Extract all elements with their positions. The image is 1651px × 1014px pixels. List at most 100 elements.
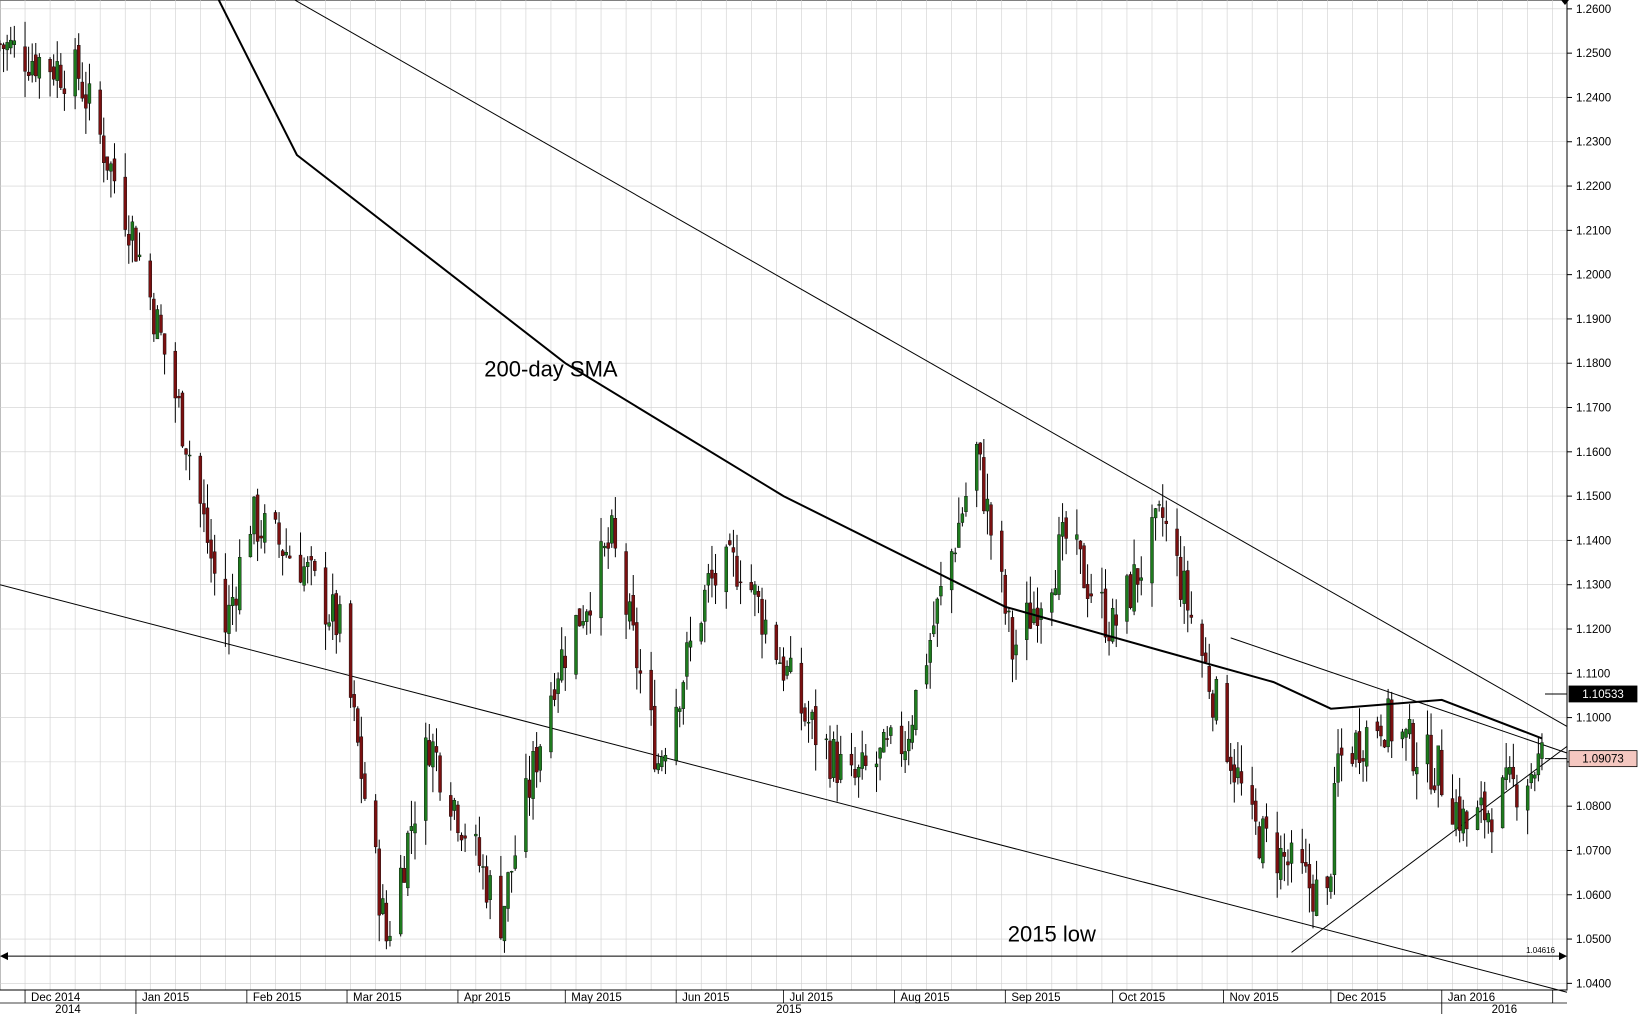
candle-down <box>209 539 213 559</box>
candle-up <box>1153 508 1158 519</box>
trendline <box>1291 745 1568 953</box>
candle-up <box>674 706 678 761</box>
candle-down <box>127 233 131 246</box>
candle-up <box>1525 785 1530 811</box>
candle-up <box>406 832 410 889</box>
candle-up <box>559 649 564 681</box>
candle-up <box>688 640 693 648</box>
candle-down <box>352 694 356 708</box>
candle-up <box>549 695 553 753</box>
month-label: Dec 2014 <box>31 992 81 1004</box>
candle-down <box>373 800 378 848</box>
candle-up <box>1314 879 1319 916</box>
candle-up <box>531 751 535 799</box>
y-tick-label: 1.1600 <box>1576 447 1611 459</box>
candle-down <box>1203 652 1208 663</box>
candle-up <box>1279 848 1283 880</box>
candle-down <box>1457 796 1462 831</box>
candle-down <box>313 561 317 571</box>
month-label: Dec 2015 <box>1337 992 1386 1004</box>
annotation-label: 2015 low <box>1008 921 1096 946</box>
candle-down <box>577 608 582 627</box>
x-axis: Dec 2014 Jan 2015 Feb 2015 Mar 2015 Apr 2015… <box>0 989 1567 1014</box>
candle-down <box>624 551 628 615</box>
candle-down <box>606 542 610 549</box>
candle-down <box>34 54 38 77</box>
y-tick-label: 1.0600 <box>1576 890 1611 902</box>
low-line: 1.04616 <box>0 946 1567 961</box>
candle-up <box>1407 719 1412 735</box>
candle-down <box>134 227 138 262</box>
candle-down <box>1440 749 1444 796</box>
candle-down <box>728 540 732 545</box>
price-candles <box>0 21 1544 953</box>
candle-up <box>860 752 864 769</box>
candle-up <box>957 522 961 548</box>
candle-up <box>1436 745 1440 786</box>
candle-down <box>280 550 285 556</box>
candle-down <box>202 503 206 515</box>
candle-down <box>1103 588 1108 638</box>
month-label: Jun 2015 <box>682 992 729 1004</box>
candle-down <box>77 45 81 79</box>
candle-down <box>899 725 904 755</box>
year-label: 2016 <box>1492 1004 1518 1014</box>
price-tag-label: 1.10533 <box>1582 689 1624 701</box>
candle-up <box>974 443 979 491</box>
candle-down <box>223 578 228 633</box>
candle-up <box>424 737 428 821</box>
candle-up <box>1454 802 1458 830</box>
candle-down <box>459 834 464 841</box>
candle-up <box>932 625 936 635</box>
trendlines <box>0 0 1568 993</box>
candle-down <box>1164 520 1169 524</box>
candle-up <box>37 57 42 79</box>
candle-down <box>148 260 152 298</box>
candle-up <box>1540 742 1544 759</box>
candle-down <box>198 455 203 504</box>
candle-down <box>735 555 739 587</box>
candle-up <box>778 662 782 664</box>
candle-down <box>653 705 657 770</box>
candle-down <box>98 89 102 135</box>
candle-down <box>1207 666 1211 692</box>
candle-up <box>137 254 142 258</box>
candle-down <box>323 567 328 625</box>
candle-down <box>803 707 807 722</box>
month-label: Nov 2015 <box>1230 992 1279 1004</box>
candle-down <box>1450 798 1455 825</box>
candle-down <box>1189 614 1194 618</box>
candle-down <box>1357 731 1362 763</box>
candle-up <box>1060 522 1065 537</box>
right-arrow-icon <box>1559 952 1567 961</box>
candle-down <box>749 582 754 591</box>
candle-down <box>1304 862 1308 867</box>
candle-up <box>524 778 528 852</box>
candle-down <box>1178 556 1183 600</box>
month-label: Sep 2015 <box>1011 992 1060 1004</box>
candle-down <box>613 518 618 549</box>
candle-up <box>1475 807 1480 830</box>
candle-up <box>1461 808 1465 834</box>
y-tick-label: 1.1900 <box>1576 314 1611 326</box>
candle-up <box>681 682 686 709</box>
candle-up <box>685 642 689 677</box>
candle-up <box>889 727 893 736</box>
candle-down <box>162 333 167 355</box>
candle-up <box>910 724 914 743</box>
candle-down <box>26 71 31 76</box>
year-label: 2015 <box>776 1004 802 1014</box>
candle-down <box>1411 723 1415 772</box>
candle-down <box>363 773 367 799</box>
y-tick-label: 1.0700 <box>1576 845 1611 857</box>
candle-up <box>305 562 310 567</box>
candle-up <box>610 515 614 544</box>
candle-up <box>227 604 231 634</box>
candle-down <box>402 867 406 883</box>
candle-up <box>1057 534 1061 595</box>
candle-up <box>1404 729 1408 738</box>
candle-up <box>1329 876 1333 892</box>
candle-up <box>706 573 711 586</box>
candle-up <box>1157 504 1161 506</box>
